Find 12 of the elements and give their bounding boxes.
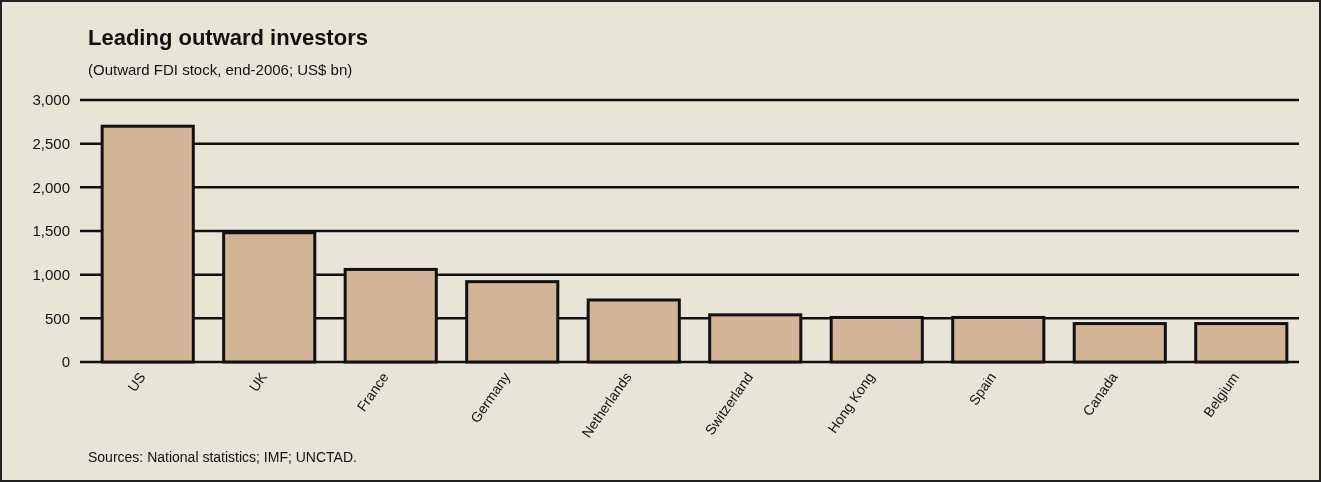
y-tick-label: 0 [61, 353, 70, 371]
y-tick-label: 3,000 [32, 91, 70, 109]
y-tick-label: 2,000 [32, 178, 70, 196]
source-note: Sources: National statistics; IMF; UNCTAD. [88, 449, 357, 465]
y-tick-label: 500 [44, 309, 70, 327]
y-tick-label: 1,000 [32, 265, 70, 283]
y-tick-label: 1,500 [32, 222, 70, 240]
chart-title: Leading outward investors [88, 25, 368, 50]
x-tick-label: UK [245, 368, 271, 395]
chart-subtitle: (Outward FDI stock, end-2006; US$ bn) [88, 61, 353, 78]
y-tick-label: 2,500 [32, 134, 70, 152]
x-tick-label: US [124, 369, 149, 395]
